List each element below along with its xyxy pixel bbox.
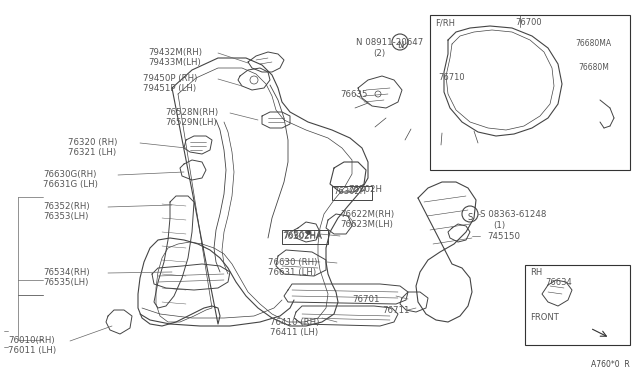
Text: 76680M: 76680M <box>578 63 609 72</box>
Text: 76680MA: 76680MA <box>575 39 611 48</box>
Bar <box>282 230 328 244</box>
Text: 76529N(LH): 76529N(LH) <box>165 118 217 127</box>
Text: 76320 (RH): 76320 (RH) <box>68 138 117 147</box>
Text: 76623M(LH): 76623M(LH) <box>340 220 393 229</box>
Text: 76302HA: 76302HA <box>283 231 322 240</box>
Text: 76302H: 76302H <box>348 185 382 194</box>
Text: A760*0  R: A760*0 R <box>591 360 630 369</box>
Text: 76631 (LH): 76631 (LH) <box>268 268 316 277</box>
Bar <box>332 186 372 200</box>
Text: 76635: 76635 <box>340 90 367 99</box>
Text: 76353(LH): 76353(LH) <box>43 212 88 221</box>
Text: 76302HA: 76302HA <box>282 232 322 241</box>
Text: 745150: 745150 <box>487 232 520 241</box>
Text: 76534(RH): 76534(RH) <box>43 268 90 277</box>
Text: 76411 (LH): 76411 (LH) <box>270 328 318 337</box>
Text: FRONT: FRONT <box>530 313 559 322</box>
Text: 76710: 76710 <box>438 73 465 82</box>
Bar <box>430 15 630 170</box>
Text: 79433M(LH): 79433M(LH) <box>148 58 201 67</box>
Text: 76321 (LH): 76321 (LH) <box>68 148 116 157</box>
Text: F/RH: F/RH <box>435 18 455 27</box>
Text: 76410 (RH): 76410 (RH) <box>270 318 319 327</box>
Text: (1): (1) <box>493 221 505 230</box>
Text: 76352(RH): 76352(RH) <box>43 202 90 211</box>
Text: 76302H: 76302H <box>333 187 366 196</box>
Text: 76634: 76634 <box>545 278 572 287</box>
Text: 76528N(RH): 76528N(RH) <box>165 108 218 117</box>
Text: 79450P (RH): 79450P (RH) <box>143 74 197 83</box>
Text: (2): (2) <box>373 49 385 58</box>
Text: S: S <box>467 214 472 222</box>
Text: 76711: 76711 <box>382 306 410 315</box>
Text: 76701: 76701 <box>352 295 380 304</box>
Text: N 08911-20647: N 08911-20647 <box>356 38 423 47</box>
Text: 76630 (RH): 76630 (RH) <box>268 258 317 267</box>
Text: 76700: 76700 <box>515 18 541 27</box>
Text: N: N <box>397 42 403 51</box>
Text: RH: RH <box>530 268 542 277</box>
Text: 79451P (LH): 79451P (LH) <box>143 84 196 93</box>
Text: 76535(LH): 76535(LH) <box>43 278 88 287</box>
Text: 76011 (LH): 76011 (LH) <box>8 346 56 355</box>
Text: 76010(RH): 76010(RH) <box>8 336 54 345</box>
Bar <box>525 265 630 345</box>
Text: 79432M(RH): 79432M(RH) <box>148 48 202 57</box>
Text: 76622M(RH): 76622M(RH) <box>340 210 394 219</box>
Text: 76631G (LH): 76631G (LH) <box>43 180 98 189</box>
Text: 76630G(RH): 76630G(RH) <box>43 170 97 179</box>
Text: S 08363-61248: S 08363-61248 <box>480 210 547 219</box>
